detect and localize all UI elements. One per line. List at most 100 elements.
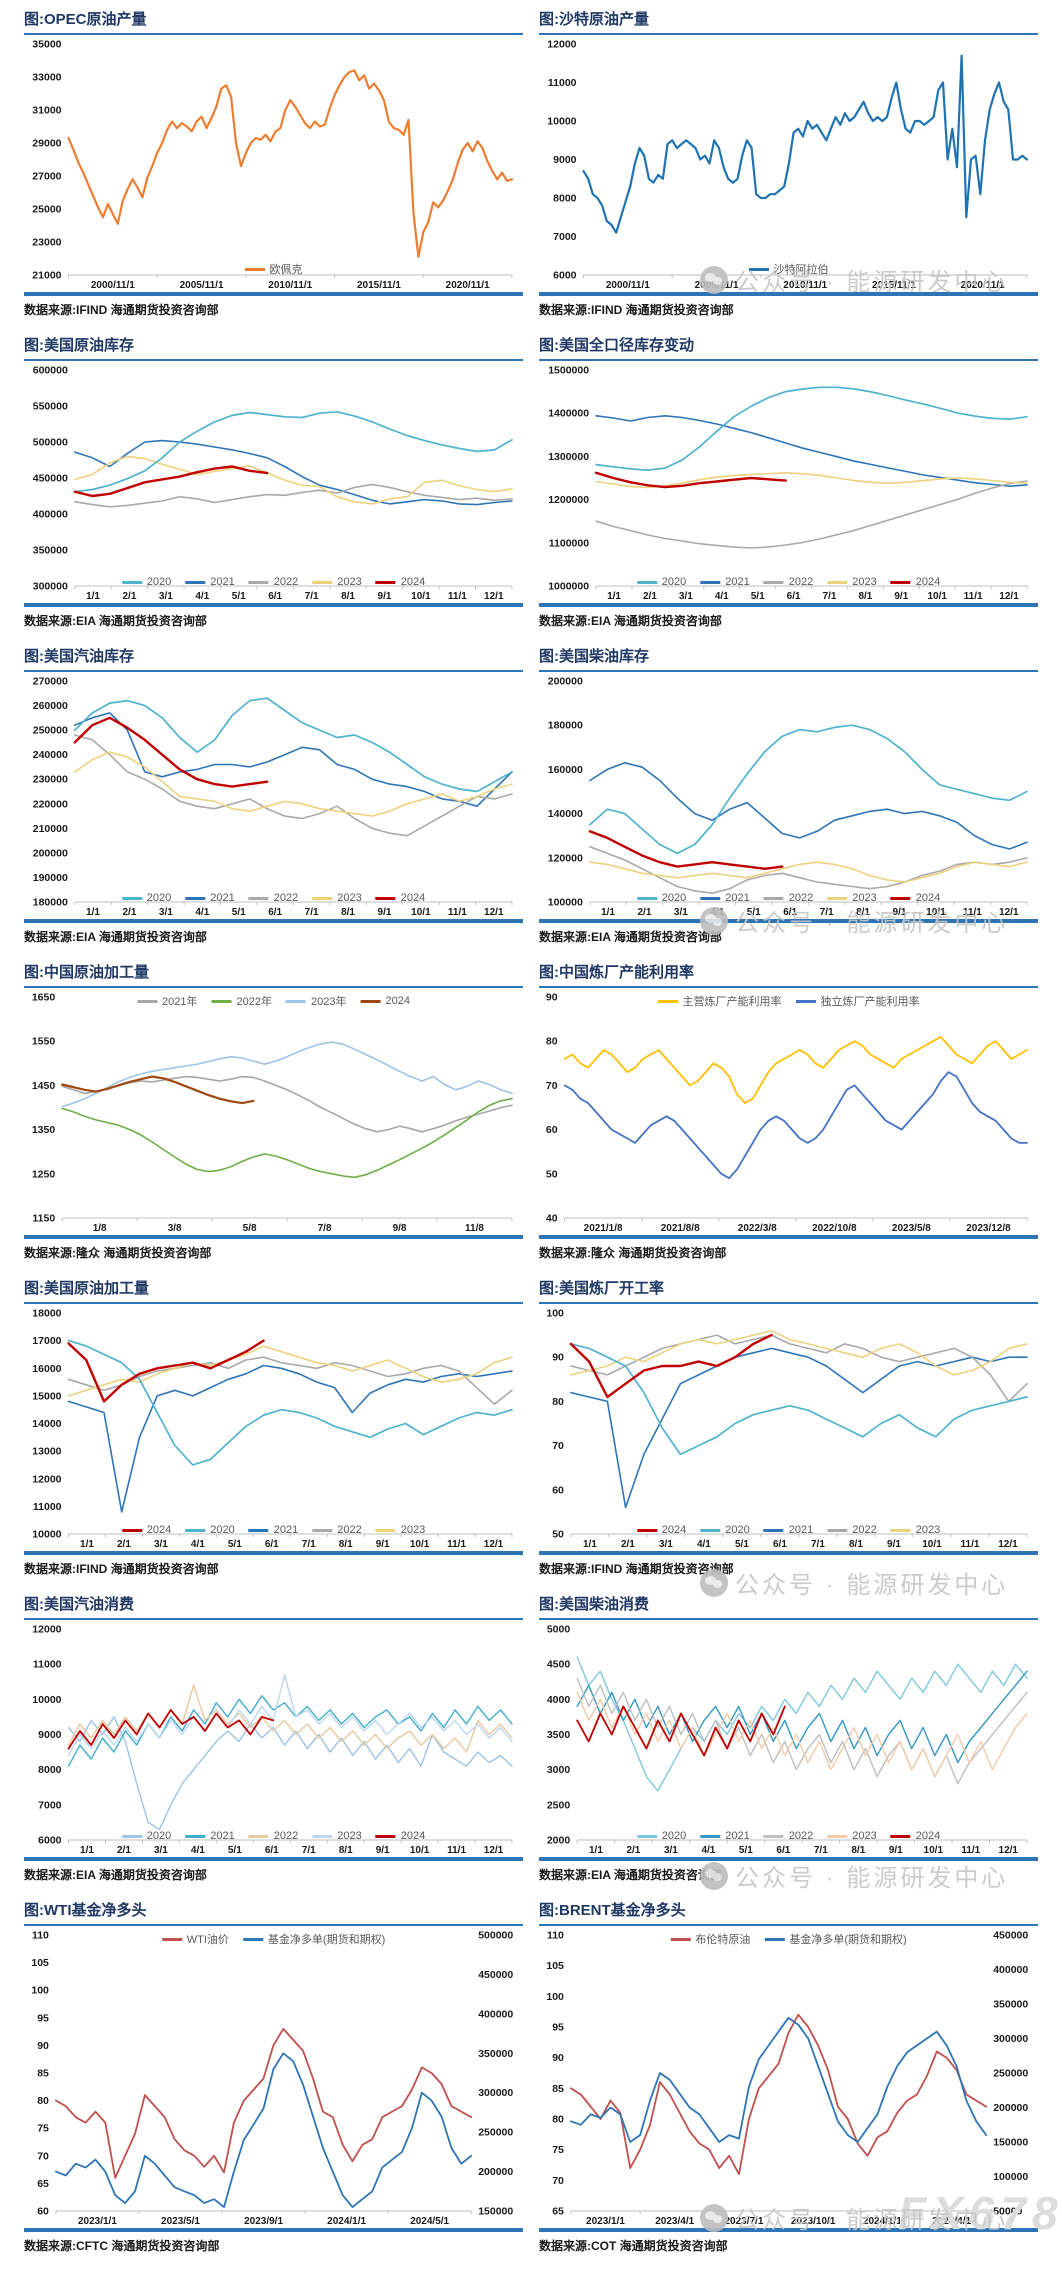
chart-canvas: 600000 550000 500000 450000 400000 350000 3000…	[33, 365, 513, 602]
data-source: 数据来源:IFIND 海通期货投资咨询部	[24, 292, 523, 320]
svg-text:11/8: 11/8	[465, 1223, 484, 1234]
svg-text:260000: 260000	[33, 700, 68, 712]
series-line-2020	[73, 410, 513, 493]
svg-text:10/1: 10/1	[922, 1539, 942, 1550]
x-axis	[55, 2210, 472, 2214]
legend-label: 2020	[725, 1524, 750, 1536]
chart-legend: 2020 2021 2022 2023 2024	[121, 1830, 425, 1842]
y-axis-labels: 100 90 80 70 60 50	[546, 1308, 564, 1541]
svg-text:2023/12/8: 2023/12/8	[966, 1223, 1011, 1234]
legend-swatch-icon	[185, 1834, 206, 1838]
series-line-沙特阿拉伯	[582, 54, 1029, 234]
data-source: 数据来源:IFIND 海通期货投资咨询部	[539, 1551, 1038, 1579]
legend-item: WTI油价	[161, 1931, 229, 1947]
legend-label: 2020	[146, 576, 172, 588]
svg-text:10000: 10000	[547, 116, 576, 128]
svg-text:3/1: 3/1	[674, 907, 688, 918]
svg-text:2000/11/1: 2000/11/1	[606, 280, 650, 291]
svg-text:2/1: 2/1	[637, 907, 651, 918]
x-axis-labels: 1/1 2/1 3/1 4/1 5/1 6/1 7/1 8/1 9/1 10/1 11/1 12/1	[607, 591, 1019, 602]
legend-item: 2023	[827, 892, 877, 904]
chart-title: 图:美国柴油库存	[539, 645, 1038, 672]
chart-legend: 沙特阿拉伯	[748, 261, 829, 277]
legend-label: 2021	[725, 892, 750, 904]
legend-swatch-icon	[121, 1528, 142, 1532]
svg-text:12000: 12000	[32, 1473, 61, 1485]
x-axis	[576, 1839, 1028, 1843]
chart-legend: 2024 2020 2021 2022 2023	[121, 1524, 425, 1536]
svg-text:12/1: 12/1	[484, 907, 504, 918]
legend-swatch-icon	[890, 580, 911, 584]
legend-item: 2021	[185, 1830, 235, 1842]
legend-label: 2022	[337, 1524, 362, 1536]
series-line-2021	[73, 439, 513, 506]
chart-area: 200000 180000 160000 140000 120000 100000 1/1 2…	[539, 674, 1038, 919]
svg-text:120000: 120000	[548, 852, 583, 864]
x-axis	[68, 1533, 513, 1537]
svg-text:300000: 300000	[993, 2033, 1028, 2045]
series-line-2023	[73, 751, 513, 817]
data-source: 数据来源:IFIND 海通期货投资咨询部	[539, 292, 1038, 320]
svg-text:5/1: 5/1	[735, 1539, 749, 1550]
svg-text:40: 40	[546, 1213, 558, 1225]
svg-text:7/8: 7/8	[318, 1223, 332, 1234]
legend-swatch-icon	[375, 896, 396, 900]
chart-legend: 2021年 2022年 2023年 2024	[137, 993, 410, 1009]
svg-text:2005/11/1: 2005/11/1	[695, 280, 739, 291]
legend-item: 2022年	[211, 993, 272, 1009]
svg-text:95: 95	[37, 2012, 49, 2024]
series-line-2024	[61, 1075, 255, 1105]
x-axis	[61, 1217, 513, 1221]
series-line-2023	[73, 455, 513, 505]
svg-text:8/1: 8/1	[849, 1539, 863, 1550]
svg-text:4/1: 4/1	[195, 591, 209, 602]
svg-text:2020/11/1: 2020/11/1	[961, 280, 1005, 291]
legend-swatch-icon	[375, 1528, 396, 1532]
x-axis-labels: 1/1 2/1 3/1 4/1 5/1 6/1 7/1 8/1 9/1 10/1 11/1 12/1	[80, 1539, 504, 1550]
svg-text:2/1: 2/1	[122, 591, 136, 602]
svg-text:110: 110	[32, 1930, 49, 1942]
chart-panel-5: 图:美国汽油库存 270000 260000 250000 240000 230000 22…	[24, 645, 523, 947]
svg-text:200000: 200000	[478, 2166, 513, 2178]
svg-text:270000: 270000	[33, 676, 68, 688]
legend-swatch-icon	[890, 1528, 911, 1532]
svg-text:12000: 12000	[32, 1624, 61, 1636]
y-axis-labels: 18000 17000 16000 15000 14000 13000 12000 11000…	[32, 1308, 61, 1541]
svg-text:90: 90	[552, 1352, 564, 1364]
svg-text:500000: 500000	[478, 1930, 513, 1942]
legend-item: 2023	[827, 1830, 877, 1842]
x-axis	[564, 1217, 1028, 1221]
svg-text:350000: 350000	[478, 2048, 513, 2060]
svg-text:100: 100	[546, 1308, 564, 1320]
x-axis-labels: 2023/1/1 2023/4/1 2023/7/1 2023/10/1 2024/1/…	[586, 2216, 971, 2227]
svg-text:2023/9/1: 2023/9/1	[244, 2216, 283, 2227]
svg-text:5/1: 5/1	[747, 907, 761, 918]
series-line-2021	[576, 1670, 1028, 1764]
legend-swatch-icon	[763, 1834, 784, 1838]
series-line-2024	[594, 471, 787, 489]
svg-text:2023/4/1: 2023/4/1	[655, 2216, 694, 2227]
svg-text:18000: 18000	[32, 1308, 61, 1320]
svg-text:8/1: 8/1	[339, 1539, 353, 1550]
legend-item: 基金净多单(期货和期权)	[242, 1931, 385, 1947]
x-axis-labels: 1/1 2/1 3/1 4/1 5/1 6/1 7/1 8/1 9/1 10/1 11/1 12/1	[589, 1845, 1018, 1856]
legend-label: 2021	[210, 576, 235, 588]
svg-text:6/1: 6/1	[265, 1539, 279, 1550]
series-line-2022	[595, 480, 1028, 549]
svg-text:5/8: 5/8	[243, 1223, 257, 1234]
legend-label: 2022	[273, 576, 299, 588]
series-line-2024	[588, 830, 784, 871]
svg-text:4/1: 4/1	[697, 1539, 711, 1550]
series-line-2021年	[61, 1075, 513, 1133]
series-line-WTI油价	[54, 2027, 473, 2179]
legend-swatch-icon	[763, 1528, 784, 1532]
chart-panel-13: 图:WTI基金净多头 110 105 100 95 90 85 80 75 70 65 60 50000…	[24, 1899, 523, 2256]
chart-panel-2: 图:沙特原油产量 12000 11000 10000 9000 8000 7000 6000 2…	[539, 8, 1038, 320]
chart-area: 90 80 70 60 50 40 2021/1/8 2021/8/8 2022/3/8 2022…	[539, 990, 1038, 1235]
svg-text:5/1: 5/1	[228, 1845, 242, 1856]
svg-text:80: 80	[37, 2095, 49, 2107]
svg-text:13000: 13000	[32, 1446, 61, 1458]
svg-text:3000: 3000	[547, 1764, 571, 1776]
svg-text:1450: 1450	[32, 1080, 56, 1092]
legend-swatch-icon	[185, 580, 206, 584]
